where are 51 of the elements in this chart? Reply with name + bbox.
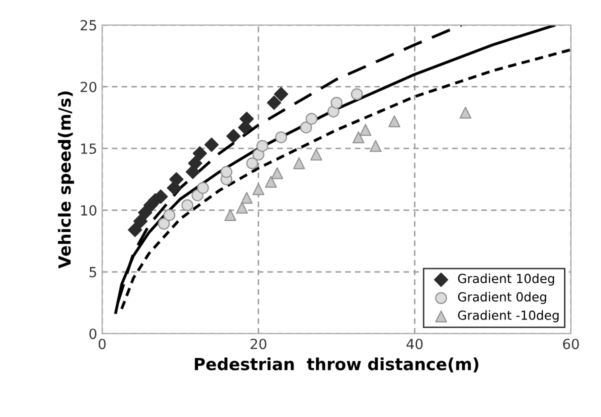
point	[236, 202, 248, 214]
point	[256, 140, 268, 152]
x-tick-label: 40	[406, 338, 423, 350]
point	[388, 115, 400, 128]
point	[274, 87, 288, 102]
x-tick-label: 60	[563, 338, 579, 350]
point	[188, 156, 202, 170]
y-tick-label: 0	[89, 328, 96, 340]
point	[224, 209, 236, 222]
point	[300, 122, 312, 134]
point	[181, 199, 194, 212]
point	[240, 112, 254, 126]
y-tick-label: 25	[80, 20, 96, 30]
point	[169, 172, 184, 186]
point	[360, 124, 372, 136]
point	[293, 157, 305, 170]
point	[252, 148, 264, 161]
point	[350, 88, 363, 100]
y-tick-label: 10	[81, 205, 96, 216]
point	[163, 209, 176, 222]
point	[220, 166, 232, 178]
x-axis-title: Pedestrian throw distance(m)	[194, 357, 478, 372]
point	[330, 96, 342, 109]
point	[192, 146, 207, 161]
x-tick-label: 0	[98, 338, 106, 350]
point	[275, 131, 288, 144]
y-axis-title: Vehicle speed(m/s)	[58, 91, 74, 269]
point	[264, 176, 277, 188]
y-tick-label: 15	[81, 144, 96, 154]
legend-label: Gradient 0deg	[458, 292, 546, 304]
point	[266, 96, 282, 110]
point	[352, 131, 364, 144]
point	[240, 192, 253, 204]
point	[246, 157, 258, 170]
point	[133, 214, 148, 228]
point	[158, 218, 170, 230]
point	[252, 183, 264, 196]
x-tick-label: 20	[250, 338, 266, 350]
point	[226, 128, 241, 144]
point	[204, 138, 219, 152]
point	[128, 222, 142, 238]
point	[460, 106, 472, 119]
point	[310, 148, 322, 161]
point	[370, 140, 382, 152]
point	[271, 167, 284, 180]
point	[306, 112, 318, 125]
point	[197, 182, 209, 194]
y-tick-label: 20	[80, 82, 96, 92]
legend-label: Gradient 10deg	[458, 274, 554, 286]
y-tick-label: 5	[90, 267, 96, 278]
legend-label: Gradient -10deg	[458, 310, 559, 322]
